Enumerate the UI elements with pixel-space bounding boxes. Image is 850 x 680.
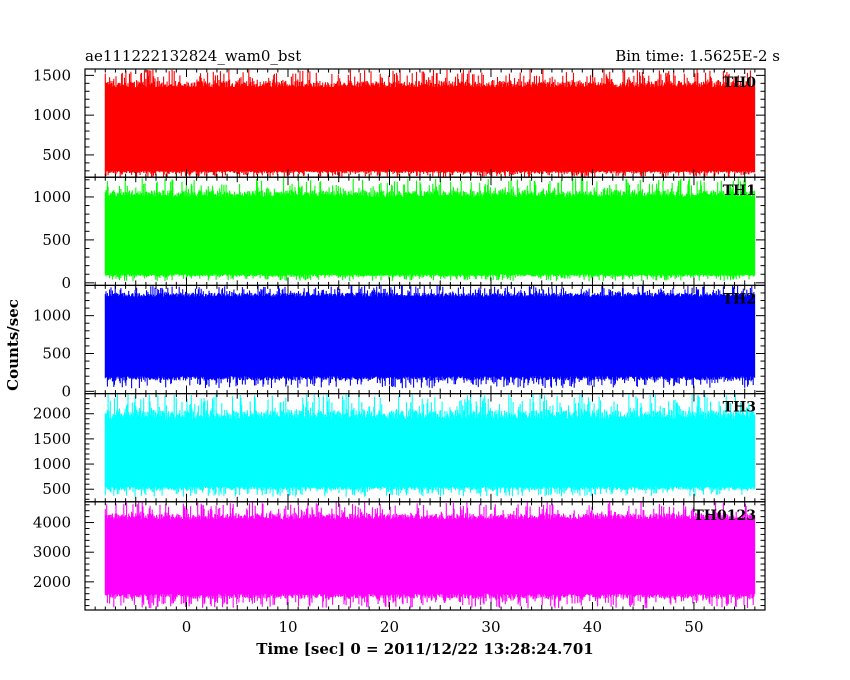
x-tick-label: 30 <box>481 618 500 636</box>
panel-label-th1: TH1 <box>723 183 756 199</box>
panel-th1: 0 500 1000 TH1 <box>33 176 766 292</box>
y-tick-label: 0 <box>61 274 71 292</box>
panel-th3: 500 1000 1500 2000 TH3 <box>33 393 766 503</box>
y-tick-label: 1000 <box>33 188 71 206</box>
data-trace-th0 <box>104 69 756 178</box>
x-tick-label: 50 <box>684 618 703 636</box>
y-tick-label: 3000 <box>33 543 71 561</box>
panel-label-th0: TH0 <box>723 75 757 91</box>
y-tick-label: 500 <box>42 344 71 362</box>
data-trace-th2 <box>104 285 756 389</box>
y-tick-label: 1500 <box>33 430 71 448</box>
y-tick-label: 1500 <box>33 66 71 84</box>
y-tick-label: 2000 <box>33 573 71 591</box>
data-trace-th1 <box>104 178 756 282</box>
panel-frame <box>84 501 766 611</box>
bin-time-label: Bin time: 1.5625E-2 s <box>615 47 780 65</box>
x-tick-label: 20 <box>380 618 399 636</box>
panel-th2: 0 500 1000 TH2 <box>33 284 766 400</box>
data-trace-th3 <box>104 393 756 497</box>
y-axis-title: Counts/sec <box>4 299 22 391</box>
x-tick-label: 10 <box>278 618 297 636</box>
y-tick-label: 500 <box>42 146 71 164</box>
y-tick-label: 1000 <box>33 455 71 473</box>
x-axis-title: Time [sec] 0 = 2011/12/22 13:28:24.701 <box>256 640 593 658</box>
panel-th0: 500 1000 1500 TH0 <box>33 66 766 178</box>
panel-label-th2: TH2 <box>723 291 756 307</box>
y-tick-label: 4000 <box>33 514 71 532</box>
data-trace-th0123 <box>104 502 756 609</box>
y-tick-label: 2000 <box>33 405 71 423</box>
x-tick-label: 40 <box>583 618 602 636</box>
chart-title: ae111222132824_wam0_bst <box>85 47 301 65</box>
y-tick-label: 500 <box>42 231 71 249</box>
panel-label-th0123: TH0123 <box>693 508 756 524</box>
panel-th0123: 2000 3000 4000 TH0123 <box>33 501 766 611</box>
panel-label-th3: TH3 <box>723 400 756 416</box>
y-tick-label: 500 <box>42 480 71 498</box>
y-tick-label: 0 <box>61 382 71 400</box>
y-tick-label: 1000 <box>33 307 71 325</box>
y-tick-label: 1000 <box>33 106 71 124</box>
x-tick-label: 0 <box>182 618 192 636</box>
